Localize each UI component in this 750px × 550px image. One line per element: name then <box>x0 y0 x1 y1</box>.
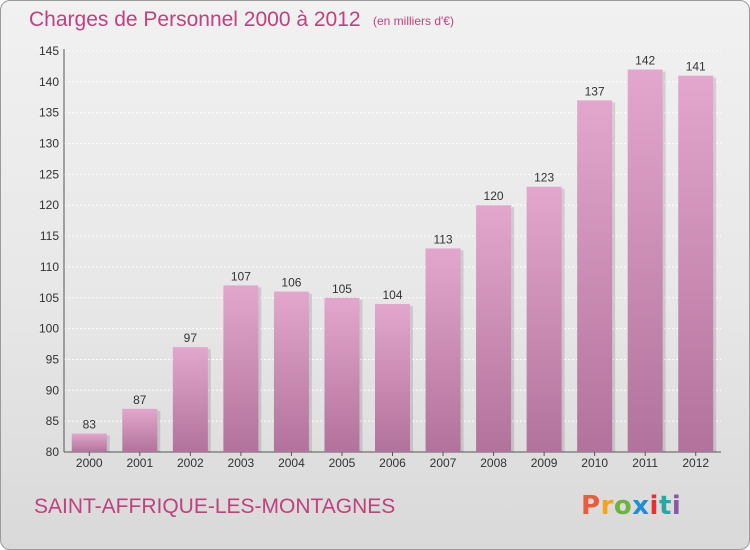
bar-value-label: 83 <box>83 417 97 431</box>
x-tick-label: 2003 <box>228 456 255 470</box>
proxiti-logo[interactable]: Proxiti <box>581 491 682 521</box>
x-tick-label: 2005 <box>329 456 356 470</box>
y-tick-label: 115 <box>40 229 59 243</box>
y-tick-label: 145 <box>39 44 59 58</box>
bar <box>122 408 158 452</box>
y-tick-label: 85 <box>46 414 60 428</box>
x-tick-label: 2012 <box>682 456 709 470</box>
bar <box>172 347 208 452</box>
y-tick-label: 130 <box>39 137 59 151</box>
x-tick-label: 2007 <box>430 456 457 470</box>
bar-value-label: 106 <box>281 276 301 290</box>
bar <box>577 100 613 452</box>
bar <box>375 303 410 452</box>
x-tick-label: 2011 <box>632 456 658 470</box>
y-tick-label: 110 <box>40 260 59 274</box>
y-tick-label: 135 <box>39 106 59 120</box>
x-tick-label: 2001 <box>126 456 153 470</box>
x-tick-label: 2010 <box>581 456 608 470</box>
y-tick-label: 95 <box>46 352 60 366</box>
bar-value-label: 104 <box>382 288 402 302</box>
bar-value-label: 137 <box>585 84 605 98</box>
bar <box>273 291 309 452</box>
bar <box>71 433 107 452</box>
x-tick-label: 2009 <box>531 456 558 470</box>
y-tick-label: 105 <box>39 291 59 305</box>
x-tick-label: 2000 <box>76 456 103 470</box>
commune-name: SAINT-AFFRIQUE-LES-MONTAGNES <box>34 495 396 518</box>
bar-value-label: 142 <box>635 54 655 68</box>
chart-subtitle: (en milliers d'€) <box>373 14 454 28</box>
bar <box>476 205 512 452</box>
y-tick-label: 80 <box>46 445 60 459</box>
bar-value-label: 97 <box>184 331 198 345</box>
x-tick-label: 2004 <box>278 456 305 470</box>
y-tick-label: 125 <box>39 167 59 181</box>
y-tick-label: 90 <box>46 383 60 397</box>
bar-value-label: 113 <box>433 232 452 246</box>
bar-value-label: 141 <box>686 60 706 74</box>
bar-value-label: 107 <box>231 269 251 283</box>
bar <box>526 186 562 452</box>
bar <box>627 69 663 452</box>
bar-value-label: 120 <box>484 189 504 203</box>
chart-title: Charges de Personnel 2000 à 2012 <box>29 8 361 31</box>
bar-value-label: 123 <box>534 171 554 185</box>
y-tick-label: 140 <box>39 75 59 89</box>
bar <box>324 297 360 452</box>
y-tick-label: 100 <box>39 322 59 336</box>
x-tick-label: 2002 <box>177 456 204 470</box>
x-tick-label: 2006 <box>379 456 406 470</box>
bar-value-label: 87 <box>133 393 147 407</box>
bar <box>223 285 259 452</box>
bar <box>425 248 461 452</box>
bar-value-label: 105 <box>332 282 352 296</box>
bar <box>678 75 714 452</box>
x-tick-label: 2008 <box>480 456 507 470</box>
y-tick-label: 120 <box>39 198 59 212</box>
